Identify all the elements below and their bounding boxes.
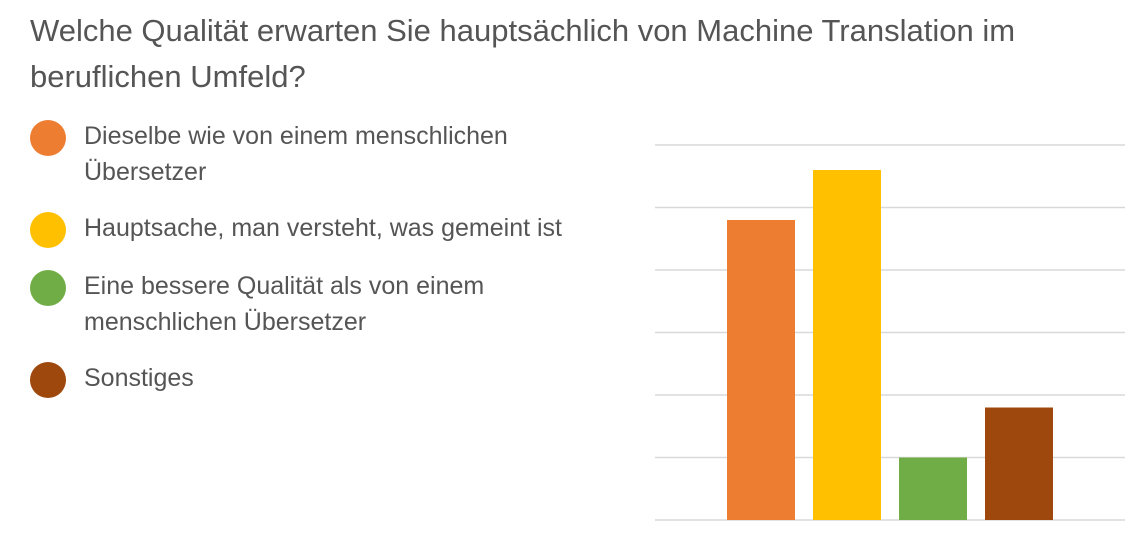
legend-label: Hauptsache, man versteht, was gemeint is… bbox=[84, 214, 563, 242]
bar-1 bbox=[727, 220, 795, 520]
bar-4 bbox=[985, 407, 1053, 520]
bar-2 bbox=[813, 170, 881, 520]
legend-swatch-yellow bbox=[30, 212, 66, 248]
bar-chart bbox=[655, 144, 1125, 521]
legend-item-understandable: Hauptsache, man versteht, was gemeint is… bbox=[30, 210, 630, 248]
chart-grid bbox=[655, 144, 1125, 521]
legend-label: Sonstiges bbox=[84, 364, 194, 392]
legend-swatch-brown bbox=[30, 362, 66, 398]
legend-item-same-as-human: Dieselbe wie von einem menschlichen Über… bbox=[30, 118, 630, 190]
legend-item-other: Sonstiges bbox=[30, 360, 630, 398]
legend-swatch-orange bbox=[30, 120, 66, 156]
legend-item-better-than-human: Eine bessere Qualität als von einem mens… bbox=[30, 268, 630, 340]
legend-label: Dieselbe wie von einem menschlichen Über… bbox=[84, 122, 508, 186]
legend: Dieselbe wie von einem menschlichen Über… bbox=[30, 118, 630, 418]
chart-bars bbox=[727, 170, 1053, 520]
chart-title: Welche Qualität erwarten Sie hauptsächli… bbox=[30, 13, 1016, 94]
bar-3 bbox=[899, 457, 967, 520]
legend-swatch-green bbox=[30, 270, 66, 306]
legend-label: Eine bessere Qualität als von einem mens… bbox=[84, 272, 485, 336]
